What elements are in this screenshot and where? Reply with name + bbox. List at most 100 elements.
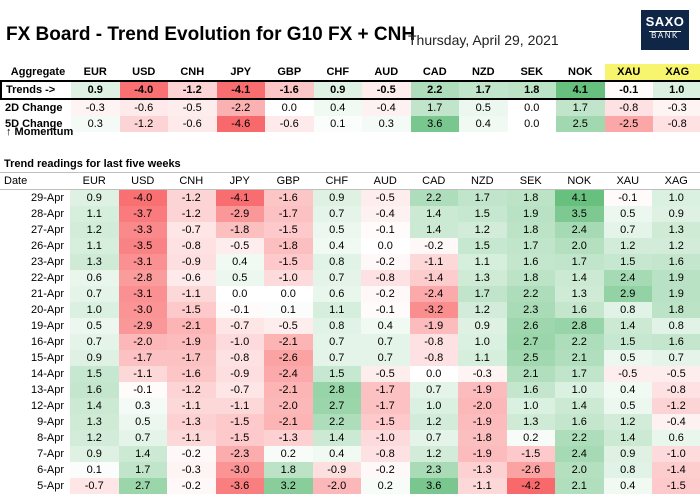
value-cell-xag: 1.9 [652,286,700,302]
row-date: 15-Apr [30,352,64,364]
value-cell-xag: -0.8 [652,382,700,398]
value-cell-xag: -1.0 [652,446,700,462]
value-cell-nzd: 1.7 [458,286,507,302]
column-header-xag: XAG [653,64,700,81]
value-cell-nok: 2.4 [555,222,604,238]
value-cell-aud: -0.4 [362,99,411,116]
value-cell-jpy: -1.1 [215,398,264,414]
value-cell-cad: 2.2 [410,80,459,100]
value-cell-nok: 4.1 [555,189,604,206]
saxo-bank-logo: SAXO BANK [641,10,689,50]
column-header-gbp: GBP [277,66,302,78]
value-cell-eur: 0.6 [70,270,119,286]
value-cell-nzd: 0.4 [459,116,508,132]
value-cell-eur: 0.9 [71,80,120,100]
value-cell-eur: 1.0 [70,302,119,318]
value-cell-sek: 1.7 [506,238,555,254]
row-date: 27-Apr [30,224,64,236]
value-cell-sek: 2.5 [506,350,555,366]
value-cell-eur: 0.9 [70,350,119,366]
weekly-header-row: Date EUR USD CNH JPY GBP CHF AUD CAD NZD SEK NOK XA… [0,172,700,190]
value-cell-sek: -2.6 [506,462,555,478]
value-cell-cnh: -0.3 [167,462,216,478]
value-cell-jpy: -3.6 [215,478,264,494]
value-cell-gbp: -1.7 [264,206,313,222]
value-cell-aud: -0.2 [361,254,410,270]
value-cell-nzd: -1.1 [458,478,507,494]
value-cell-nok: 1.7 [556,99,605,116]
value-cell-xau: 0.5 [603,206,652,222]
value-cell-nzd: 1.3 [458,270,507,286]
value-cell-xag: 0.6 [652,430,700,446]
value-cell-usd: -1.7 [118,350,167,366]
value-cell-xau: 0.8 [603,302,652,318]
value-cell-nok: 3.5 [555,206,604,222]
value-cell-gbp: -1.5 [264,222,313,238]
value-cell-sek: 1.6 [506,382,555,398]
row-date: 16-Apr [30,336,64,348]
value-cell-cad: -1.4 [409,270,458,286]
value-cell-aud: -0.1 [361,302,410,318]
value-cell-usd: -2.9 [118,318,167,334]
value-cell-jpy: -1.0 [215,334,264,350]
value-cell-nok: 2.0 [555,238,604,254]
aggregate-row: 5D Change 0.3 -1.2 -0.6 -4.6 -0.6 0.1 0.3 3.6 0.4… [1,116,700,132]
row-date: 19-Apr [30,320,64,332]
row-date: 5-Apr [37,480,64,492]
value-cell-aud: -0.8 [361,446,410,462]
value-cell-chf: 0.4 [312,446,361,462]
value-cell-gbp: -2.1 [264,334,313,350]
value-cell-jpy: -2.9 [215,206,264,222]
value-cell-gbp: -1.6 [264,189,313,206]
value-cell-eur: 0.3 [71,116,120,132]
value-cell-xau: 2.4 [603,270,652,286]
aggregate-header-row: Aggregate EUR USD CNH JPY GBP CHF AUD CAD NZD SEK… [1,64,700,81]
value-cell-cnh: -1.5 [167,302,216,318]
value-cell-sek: 2.1 [506,366,555,382]
value-cell-eur: 0.7 [70,334,119,350]
value-cell-xag: 1.0 [652,189,700,206]
value-cell-xag: 0.9 [652,206,700,222]
value-cell-nzd: -1.9 [458,414,507,430]
value-cell-chf: 0.8 [312,254,361,270]
value-cell-cad: -2.4 [409,286,458,302]
value-cell-nok: 4.1 [556,80,605,100]
value-cell-chf: 0.5 [312,222,361,238]
weekly-column-header-cad: CAD [409,172,458,190]
value-cell-jpy: -4.1 [216,80,265,100]
value-cell-xau: -0.5 [603,366,652,382]
value-cell-nzd: 0.5 [459,99,508,116]
value-cell-eur: 1.3 [70,254,119,270]
value-cell-xag: 1.0 [653,80,700,100]
weekly-column-header-chf: CHF [312,172,361,190]
value-cell-nok: 2.0 [555,462,604,478]
value-cell-chf: 0.1 [313,116,362,132]
value-cell-usd: 0.3 [118,398,167,414]
value-cell-chf: 0.9 [313,80,362,100]
value-cell-cnh: -0.6 [167,270,216,286]
table-row: 16-Apr 0.7 -2.0 -1.9 -1.0 -2.1 0.7 0.7 -0.8 1.0 2.… [0,334,700,350]
column-header-cnh: CNH [180,66,205,78]
row-date: 12-Apr [30,400,64,412]
value-cell-usd: 1.7 [118,462,167,478]
value-cell-nzd: 1.5 [458,238,507,254]
column-header-cad: CAD [422,66,447,78]
value-cell-chf: 0.7 [312,334,361,350]
value-cell-usd: -2.8 [118,270,167,286]
value-cell-usd: 2.7 [118,478,167,494]
value-cell-cad: 1.0 [409,398,458,414]
value-cell-usd: -0.6 [119,99,168,116]
value-cell-cnh: -1.2 [167,189,216,206]
value-cell-usd: -3.1 [118,286,167,302]
value-cell-aud: -1.7 [361,382,410,398]
value-cell-cad: -3.2 [409,302,458,318]
value-cell-cad: -0.8 [409,350,458,366]
value-cell-nzd: -1.8 [458,430,507,446]
weekly-column-header-jpy: JPY [215,172,264,190]
value-cell-xau: 0.4 [603,478,652,494]
value-cell-jpy: -0.9 [215,366,264,382]
value-cell-nok: 1.0 [555,382,604,398]
value-cell-eur: 0.7 [70,286,119,302]
value-cell-chf: 2.2 [312,414,361,430]
value-cell-gbp: -1.5 [264,254,313,270]
